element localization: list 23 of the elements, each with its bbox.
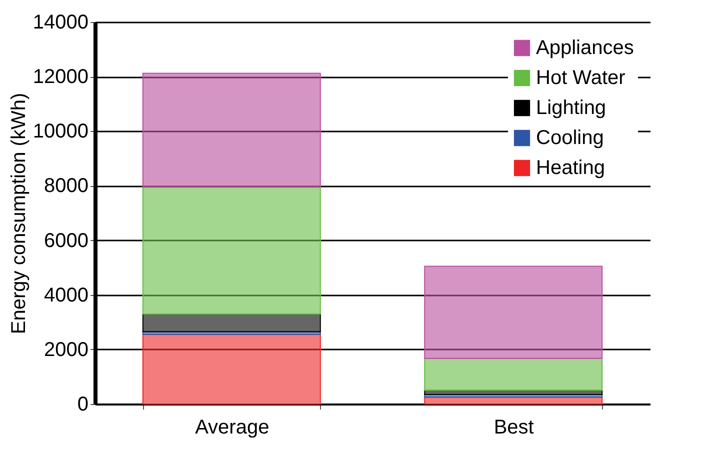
legend-label: Appliances [536,37,634,59]
x-tick-label: Average [195,416,270,438]
y-axis-title: Energy consumption (kWh) [8,92,30,334]
bar [142,334,321,404]
legend-label: Lighting [536,97,606,119]
bar [142,313,321,332]
bar [424,396,603,404]
bar [142,186,321,314]
legend-label: Hot Water [536,67,626,89]
y-tick-label: 0 [77,394,88,416]
legend-label: Cooling [536,127,604,149]
y-tick-label: 6000 [44,230,88,252]
y-tick-label: 8000 [44,175,88,198]
legend-label: Heating [536,157,605,179]
y-tick-label: 10000 [32,120,88,143]
bar [424,358,603,391]
y-tick-label: 14000 [32,12,88,34]
bar [142,72,321,188]
x-tick-label: Best [494,416,534,438]
y-tick-label: 2000 [44,338,88,361]
bar [424,266,603,359]
y-tick-label: 12000 [32,66,88,88]
y-tick-label: 4000 [44,284,88,306]
